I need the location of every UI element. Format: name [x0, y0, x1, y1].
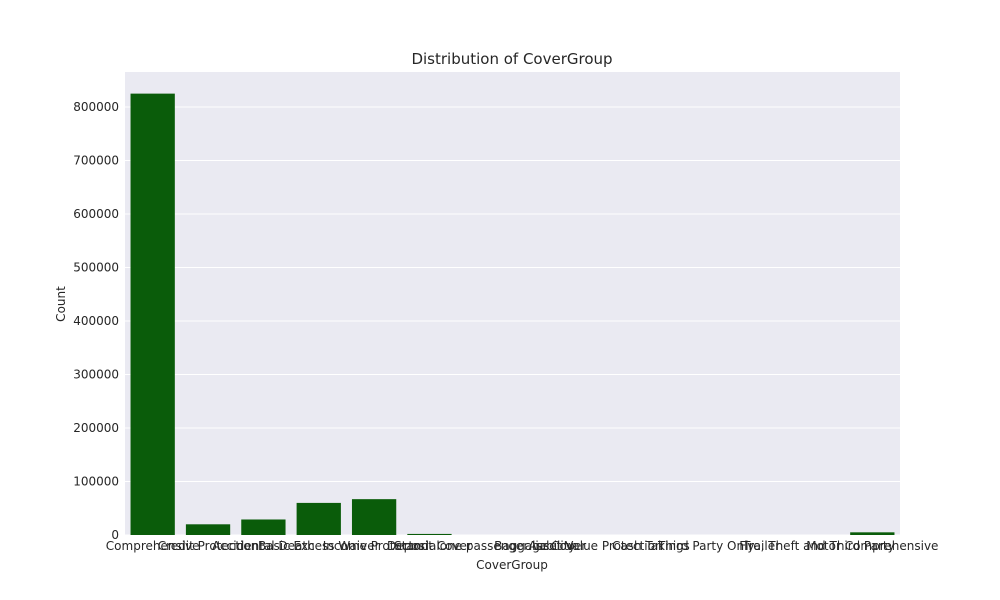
bar	[130, 93, 175, 535]
x-tick-label: Accidental Death	[212, 539, 315, 553]
y-tick-label: 0	[111, 528, 119, 542]
x-tick-label: Deposit Cover	[387, 539, 472, 553]
x-tick-label: Asset Value Protection	[528, 539, 662, 553]
bar	[351, 499, 397, 535]
bars	[130, 93, 895, 535]
x-tick-label: Basic Excess Waiver	[258, 539, 380, 553]
y-tick-label: 600000	[73, 207, 119, 221]
y-tick-label: 400000	[73, 314, 119, 328]
y-tick-label: 800000	[73, 100, 119, 114]
y-tick-labels: 0 100000 200000 300000 400000 500000 600000 700…	[73, 100, 119, 542]
bar	[241, 519, 286, 535]
y-tick-label: 300000	[73, 368, 119, 382]
bar	[407, 533, 452, 535]
x-tick-label: Comprehensive	[106, 539, 200, 553]
plot-area	[125, 72, 900, 535]
bar	[850, 532, 895, 535]
x-tick-label: Fire, Theft and Third Party	[739, 539, 895, 553]
x-tick-label: Trailer	[742, 539, 780, 553]
x-tick-label: Motor Comprehensive	[806, 539, 938, 553]
x-tick-label: Cash Takings	[612, 539, 690, 553]
bar	[296, 502, 341, 535]
y-axis-label: Count	[54, 286, 68, 322]
x-tick-label: Income Protector	[323, 539, 426, 553]
gridlines	[125, 106, 900, 536]
y-tick-label: 100000	[73, 475, 119, 489]
x-tick-label: Baggage Cover	[494, 539, 586, 553]
x-tick-label: Third Party Only	[657, 539, 755, 553]
x-axis-label: CoverGroup	[476, 558, 548, 572]
y-tick-label: 700000	[73, 154, 119, 168]
x-tick-label: Standalone passenger liability	[394, 539, 575, 553]
x-tick-label: Credit Protection	[158, 539, 259, 553]
chart-title: Distribution of CoverGroup	[411, 50, 612, 68]
y-tick-label: 500000	[73, 261, 119, 275]
y-tick-label: 200000	[73, 421, 119, 435]
bar	[185, 524, 231, 535]
